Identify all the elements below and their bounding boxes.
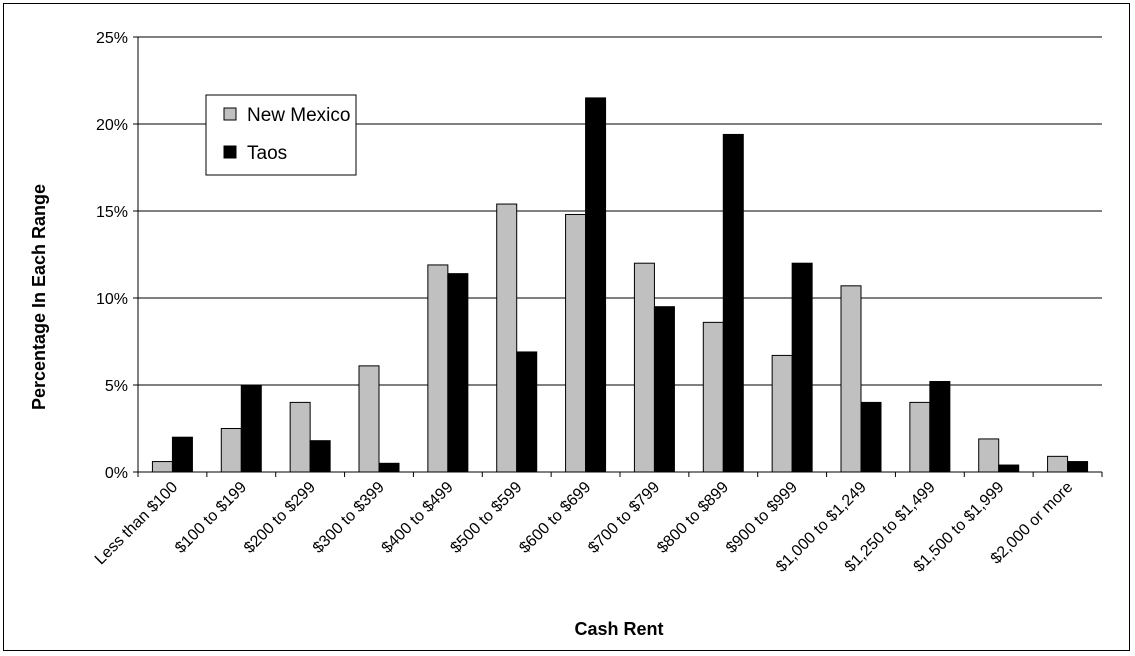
- gridlines: [138, 36, 1102, 386]
- x-tick-label: $200 to $299: [241, 479, 319, 557]
- bar-taos: [1067, 461, 1089, 473]
- bar-new-mexico: [840, 285, 862, 473]
- x-tick-label: $900 to $999: [723, 479, 801, 557]
- bar-new-mexico: [633, 262, 655, 473]
- x-tick-label: $400 to $499: [379, 479, 457, 557]
- x-tick-label: $100 to $199: [172, 479, 250, 557]
- bar-taos: [791, 262, 813, 473]
- bar-new-mexico: [565, 213, 587, 473]
- bar-new-mexico: [358, 365, 380, 473]
- x-tick-label: $500 to $599: [447, 479, 525, 557]
- bar-taos: [447, 273, 469, 473]
- legend-label-taos: Taos: [247, 143, 287, 164]
- bar-taos: [998, 464, 1020, 473]
- y-tick-label: 10%: [96, 291, 128, 308]
- bar-new-mexico: [496, 203, 518, 473]
- legend: New Mexico Taos: [205, 94, 357, 176]
- legend-label-new-mexico: New Mexico: [247, 105, 350, 126]
- bar-taos: [653, 306, 675, 473]
- bar-new-mexico: [1047, 455, 1069, 473]
- bar-taos: [860, 401, 882, 473]
- x-tick-label: $300 to $399: [310, 479, 388, 557]
- bar-taos: [309, 440, 331, 473]
- y-tick-label: 25%: [96, 30, 128, 47]
- y-tick-label: 20%: [96, 117, 128, 134]
- y-axis-title: Percentage In Each Range: [29, 184, 49, 410]
- axes: [133, 36, 1103, 477]
- legend-swatch-taos: [223, 145, 237, 159]
- legend-swatch-new-mexico: [223, 107, 237, 121]
- bar-new-mexico: [702, 321, 724, 473]
- bar-taos: [378, 462, 400, 473]
- x-tick-label: $800 to $899: [654, 479, 732, 557]
- y-tick-label: 0%: [105, 465, 128, 482]
- bar-new-mexico: [909, 401, 931, 473]
- bar-taos: [171, 436, 193, 473]
- y-tick-label: 15%: [96, 204, 128, 221]
- bar-new-mexico: [289, 401, 311, 473]
- bar-new-mexico: [220, 428, 242, 473]
- bar-taos: [516, 351, 538, 473]
- bar-taos: [240, 384, 262, 473]
- x-tick-label: Less than $100: [92, 479, 181, 568]
- bar-new-mexico: [151, 461, 173, 473]
- x-tick-label: $600 to $699: [516, 479, 594, 557]
- bar-taos: [722, 133, 744, 473]
- bar-taos: [585, 97, 607, 473]
- x-axis-title: Cash Rent: [574, 619, 663, 639]
- y-tick-label: 5%: [105, 378, 128, 395]
- bar-taos: [929, 381, 951, 473]
- bar-new-mexico: [427, 264, 449, 473]
- bar-new-mexico: [771, 354, 793, 473]
- x-tick-label: $700 to $799: [585, 479, 663, 557]
- bar-new-mexico: [978, 438, 1000, 473]
